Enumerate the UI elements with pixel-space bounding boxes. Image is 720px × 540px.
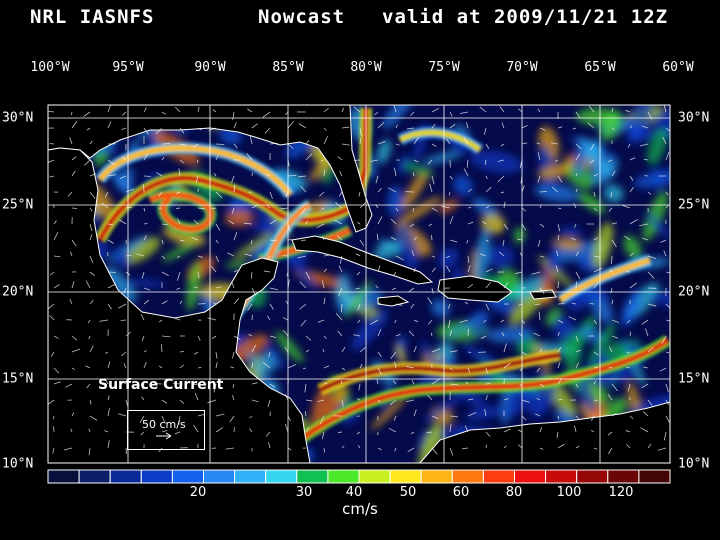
colorbar-swatch [109,469,142,484]
land-masses [48,105,670,463]
lon-label: 80°W [350,60,382,75]
lon-label: 95°W [112,60,144,75]
colorbar-tick-label: 120 [608,485,634,500]
colorbar-swatch [296,469,329,484]
land-hispaniola [437,275,513,303]
colorbar-tick-label: 60 [452,485,470,500]
colorbar-swatch [482,469,515,484]
colorbar-swatch [234,469,267,484]
colorbar-swatch [545,469,578,484]
lat-label: 15°N [678,371,710,387]
colorbar-tick-label: 30 [295,485,313,500]
colorbar-unit: cm/s [342,500,378,518]
lat-label: 15°N [2,371,34,387]
land-south-america [419,401,670,463]
lon-label: 100°W [30,60,70,75]
lat-label: 10°N [2,456,34,472]
colorbar-swatch [78,469,111,484]
lon-label: 70°W [506,60,538,75]
colorbar-tick-label: 50 [399,485,417,500]
lon-label: 75°W [428,60,460,75]
map-title: NRL IASNFS Nowcast valid at 2009/11/21 1… [0,6,720,36]
colorbar-swatch [607,469,640,484]
lon-label: 90°W [194,60,226,75]
lat-label: 10°N [678,456,710,472]
land-mexico-central-america [48,147,311,463]
colorbar-swatch [514,469,547,484]
model-name: NRL IASNFS [30,6,155,28]
reference-vector-label: 50 cm/s [142,418,186,431]
colorbar-swatch [265,469,298,484]
lat-label: 25°N [2,197,34,213]
valid-time: valid at 2009/11/21 12Z [382,6,669,28]
land-cuba [291,235,434,285]
colorbar-tick-label: 20 [189,485,207,500]
lat-label: 30°N [678,110,710,126]
colorbar-tick-label: 40 [345,485,363,500]
lat-label: 20°N [2,284,34,300]
colorbar-swatch [140,469,173,484]
lon-label: 85°W [272,60,304,75]
lat-label: 20°N [678,284,710,300]
lon-label: 65°W [584,60,616,75]
colorbar-swatch [420,469,453,484]
colorbar-swatch [203,469,236,484]
land-jamaica [377,295,410,307]
colorbar-swatch [327,469,360,484]
reference-arrow [156,432,172,440]
colorbar [47,469,671,484]
current-vectors [48,105,670,456]
colorbar-swatch [47,469,80,484]
lat-lon-grid [48,105,670,463]
legend-title: Surface Current [98,377,224,393]
arrow-right-icon [165,432,172,440]
land-puerto-rico [529,289,557,300]
product-name: Nowcast [258,6,346,28]
colorbar-swatch [389,469,422,484]
lat-label: 25°N [678,197,710,213]
colorbar-tick-label: 80 [505,485,523,500]
colorbar-swatch [576,469,609,484]
map-border [47,104,671,464]
lon-label: 60°W [662,60,694,75]
colorbar-swatch [171,469,204,484]
reference-vector-box [127,410,205,450]
colorbar-tick-label: 100 [556,485,582,500]
colorbar-swatch [358,469,391,484]
lat-label: 30°N [2,110,34,126]
colorbar-swatch [451,469,484,484]
colorbar-swatch [638,469,671,484]
